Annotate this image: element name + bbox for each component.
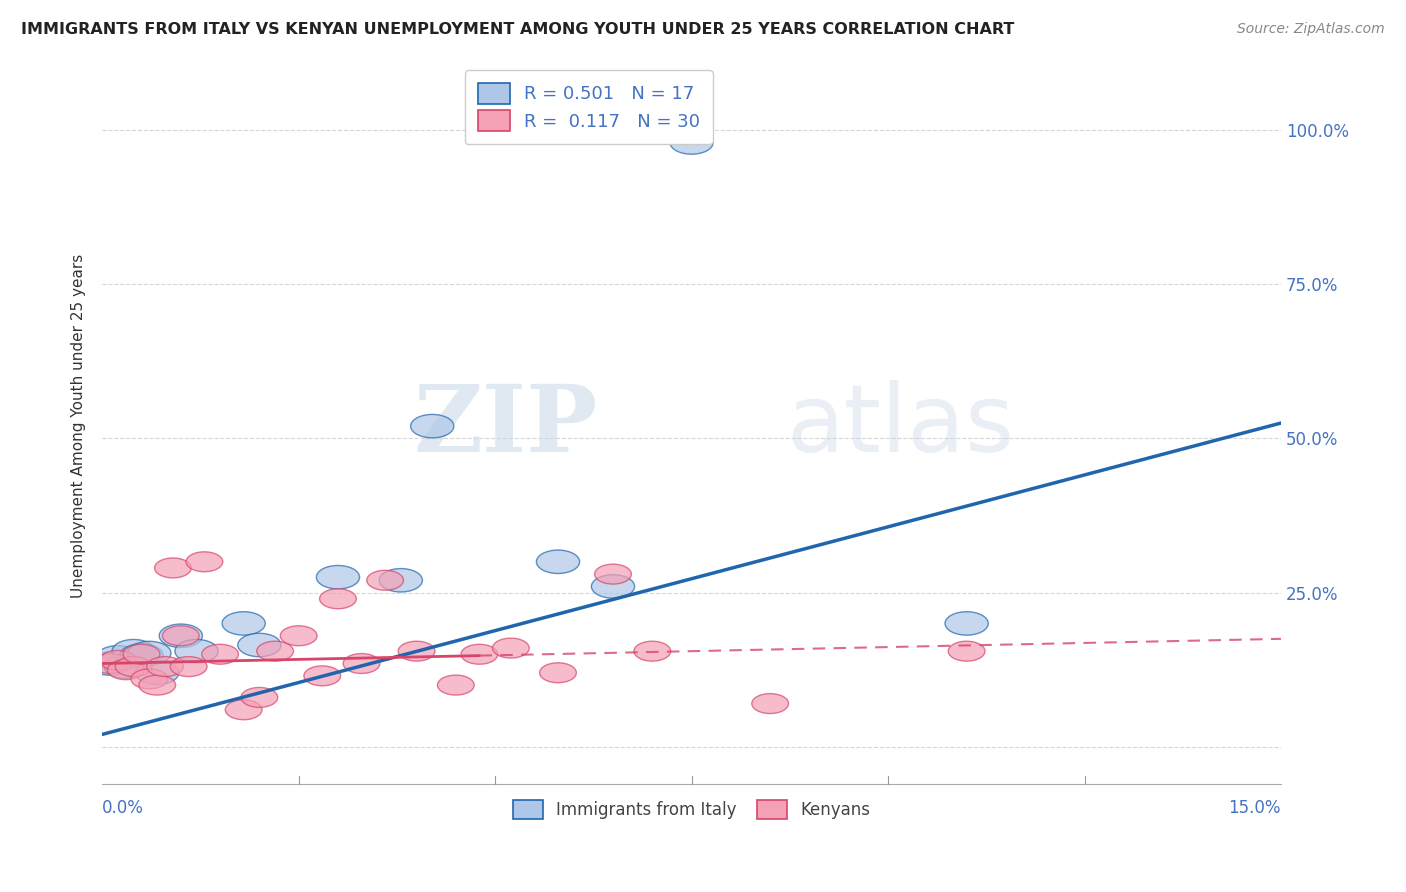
Ellipse shape	[492, 638, 529, 658]
Ellipse shape	[398, 641, 434, 661]
Ellipse shape	[752, 694, 789, 714]
Ellipse shape	[540, 663, 576, 682]
Text: 15.0%: 15.0%	[1229, 799, 1281, 817]
Ellipse shape	[146, 657, 183, 676]
Ellipse shape	[240, 688, 278, 707]
Ellipse shape	[343, 654, 380, 673]
Ellipse shape	[367, 570, 404, 591]
Ellipse shape	[304, 666, 340, 686]
Ellipse shape	[131, 669, 167, 689]
Text: ZIP: ZIP	[413, 381, 598, 471]
Ellipse shape	[128, 641, 172, 665]
Ellipse shape	[124, 644, 160, 665]
Ellipse shape	[257, 641, 294, 661]
Ellipse shape	[155, 558, 191, 578]
Ellipse shape	[120, 644, 163, 667]
Ellipse shape	[201, 644, 239, 665]
Ellipse shape	[461, 644, 498, 665]
Ellipse shape	[89, 652, 132, 675]
Text: Source: ZipAtlas.com: Source: ZipAtlas.com	[1237, 22, 1385, 37]
Ellipse shape	[170, 657, 207, 676]
Ellipse shape	[91, 654, 128, 673]
Ellipse shape	[222, 612, 266, 635]
Ellipse shape	[437, 675, 474, 695]
Ellipse shape	[97, 646, 139, 669]
Ellipse shape	[225, 700, 262, 720]
Ellipse shape	[159, 624, 202, 648]
Ellipse shape	[174, 640, 218, 663]
Text: 0.0%: 0.0%	[103, 799, 143, 817]
Ellipse shape	[411, 415, 454, 438]
Ellipse shape	[592, 574, 634, 599]
Ellipse shape	[139, 675, 176, 695]
Ellipse shape	[163, 626, 200, 646]
Ellipse shape	[107, 660, 145, 680]
Ellipse shape	[380, 568, 422, 592]
Text: IMMIGRANTS FROM ITALY VS KENYAN UNEMPLOYMENT AMONG YOUTH UNDER 25 YEARS CORRELAT: IMMIGRANTS FROM ITALY VS KENYAN UNEMPLOY…	[21, 22, 1015, 37]
Ellipse shape	[135, 661, 179, 684]
Ellipse shape	[945, 612, 988, 635]
Ellipse shape	[536, 550, 579, 574]
Y-axis label: Unemployment Among Youth under 25 years: Unemployment Among Youth under 25 years	[72, 254, 86, 599]
Ellipse shape	[595, 564, 631, 584]
Ellipse shape	[280, 626, 316, 646]
Text: atlas: atlas	[786, 380, 1014, 472]
Ellipse shape	[100, 650, 136, 671]
Ellipse shape	[186, 552, 222, 572]
Ellipse shape	[112, 640, 155, 663]
Ellipse shape	[948, 641, 986, 661]
Ellipse shape	[238, 633, 281, 657]
Ellipse shape	[104, 655, 148, 678]
Ellipse shape	[671, 131, 713, 154]
Ellipse shape	[319, 589, 356, 608]
Ellipse shape	[634, 641, 671, 661]
Ellipse shape	[115, 657, 152, 676]
Legend: Immigrants from Italy, Kenyans: Immigrants from Italy, Kenyans	[506, 793, 877, 825]
Ellipse shape	[316, 566, 360, 589]
